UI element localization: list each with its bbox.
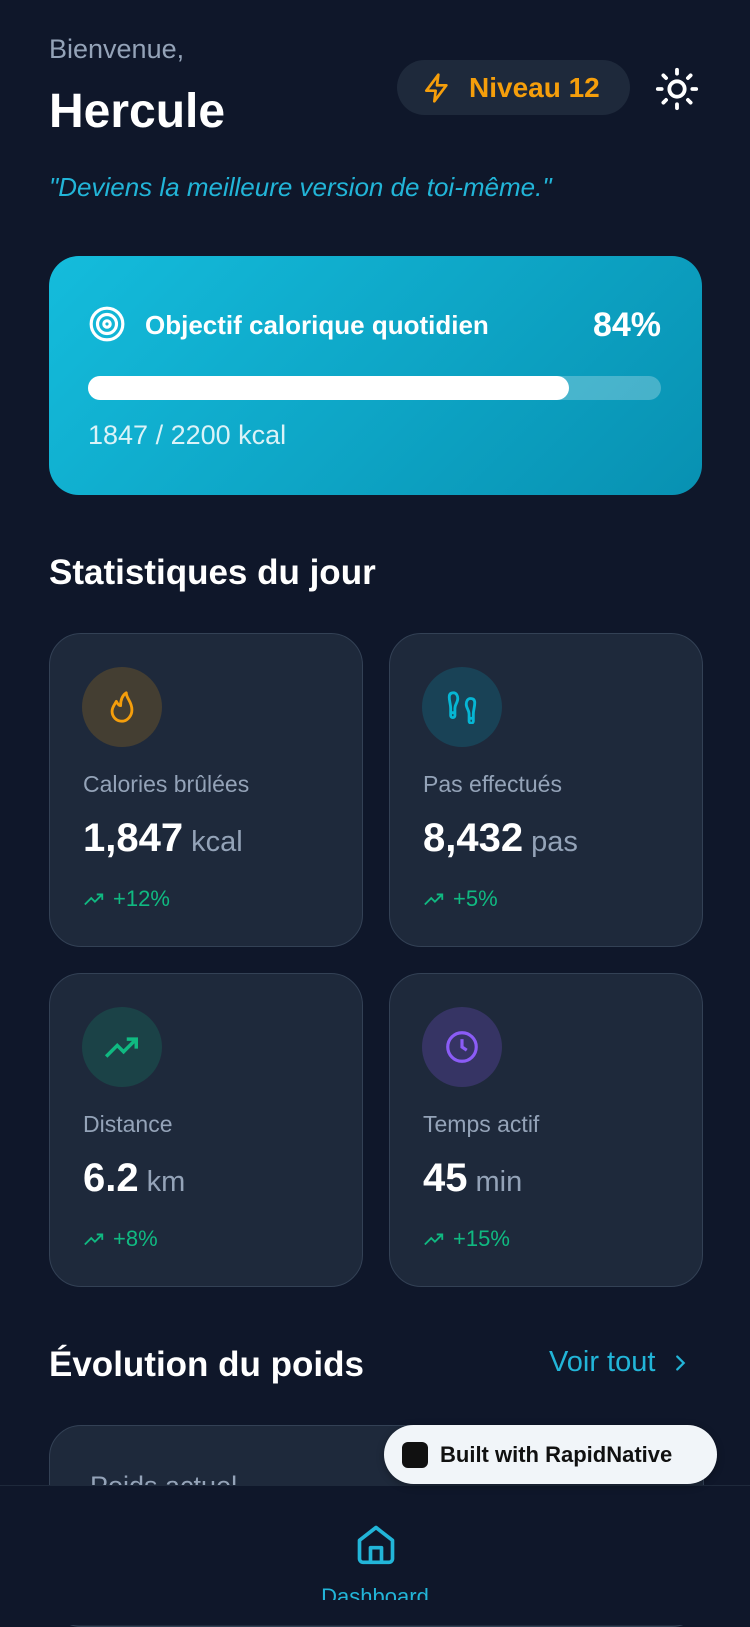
level-label: Niveau 12 <box>469 71 600 103</box>
goal-title: Objectif calorique quotidien <box>145 310 489 340</box>
stat-value: 45 <box>423 1156 468 1200</box>
bottom-nav: Dashboard <box>0 1485 750 1625</box>
stat-change: +12% <box>113 886 170 911</box>
stat-label: Pas effectués <box>423 771 562 797</box>
lightning-icon <box>425 72 448 103</box>
stat-unit: km <box>146 1166 186 1198</box>
stat-value-row: 45 min <box>423 1156 522 1201</box>
greeting: Bienvenue, <box>49 34 185 64</box>
stat-icon <box>82 1007 162 1087</box>
level-pill[interactable]: Niveau 12 <box>397 60 630 115</box>
see-all-text: Voir tout <box>549 1346 656 1378</box>
stat-label: Calories brûlées <box>83 771 250 797</box>
stat-card[interactable]: Distance 6.2 km +8% <box>49 973 363 1287</box>
target-icon <box>89 306 125 342</box>
stat-change-row: +8% <box>83 1226 158 1252</box>
stat-change: +15% <box>453 1226 510 1251</box>
stat-label: Temps actif <box>423 1111 540 1137</box>
badge-text: Built with RapidNative <box>440 1441 673 1467</box>
stat-change: +5% <box>453 886 498 911</box>
theme-toggle[interactable] <box>654 66 700 112</box>
stat-card[interactable]: Calories brûlées 1,847 kcal +12% <box>49 633 363 947</box>
stat-icon <box>422 1007 502 1087</box>
stat-icon <box>82 667 162 747</box>
home-icon[interactable] <box>354 1522 398 1566</box>
stat-value-row: 8,432 pas <box>423 816 578 861</box>
section-title: Évolution du poids <box>49 1345 364 1384</box>
stat-change-row: +5% <box>423 886 498 912</box>
nav-label[interactable]: Dashboard <box>321 1584 429 1600</box>
see-all-link[interactable]: Voir tout <box>549 1346 691 1379</box>
stat-unit: pas <box>531 826 578 858</box>
stat-value: 1,847 <box>83 816 184 860</box>
section-title: Statistiques du jour <box>49 553 376 592</box>
stat-value-row: 6.2 km <box>83 1156 185 1201</box>
stat-value: 8,432 <box>423 816 524 860</box>
stat-value-row: 1,847 kcal <box>83 816 243 861</box>
stat-unit: kcal <box>191 826 243 858</box>
badge-logo <box>402 1441 428 1468</box>
stat-unit: min <box>475 1166 523 1198</box>
goal-percent: 84% <box>592 306 661 344</box>
stat-change-row: +12% <box>83 886 170 912</box>
stat-value: 6.2 <box>83 1156 139 1200</box>
stat-card[interactable]: Temps actif 45 min +15% <box>389 973 703 1287</box>
progress-fill <box>88 376 570 400</box>
built-with-badge[interactable]: Built with RapidNative <box>384 1425 717 1484</box>
quote: "Deviens la meilleure version de toi-mêm… <box>49 172 552 202</box>
stat-change: +8% <box>113 1226 158 1251</box>
progress-track <box>88 376 661 400</box>
stat-icon <box>422 667 502 747</box>
goal-detail: 1847 / 2200 kcal <box>88 420 287 450</box>
user-name: Hercule <box>49 85 226 138</box>
stat-change-row: +15% <box>423 1226 510 1252</box>
stat-card[interactable]: Pas effectués 8,432 pas +5% <box>389 633 703 947</box>
goal-card: Objectif calorique quotidien 84% 1847 / … <box>49 256 702 495</box>
stat-label: Distance <box>83 1111 173 1137</box>
